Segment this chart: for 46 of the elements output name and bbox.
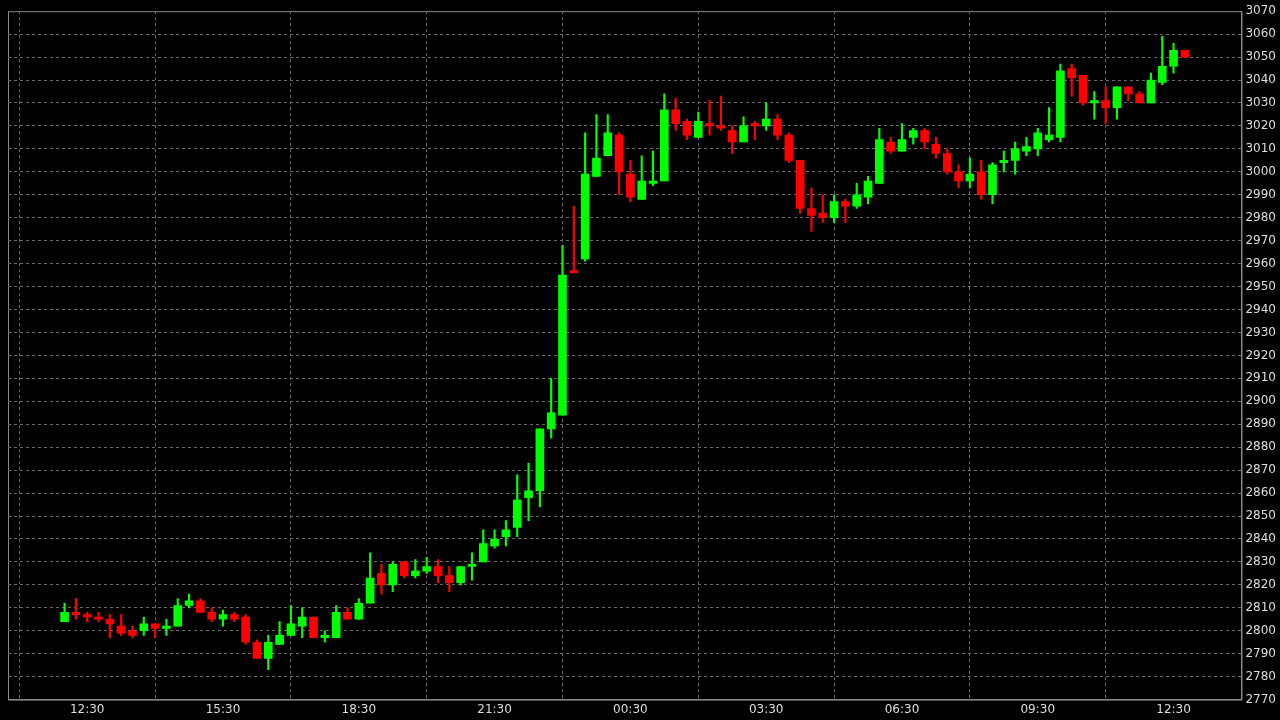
y-tick-label: 2980 [1245, 209, 1277, 224]
candlestick [807, 187, 816, 232]
y-tick-label: 2970 [1245, 232, 1277, 247]
y-tick-label: 2940 [1245, 301, 1277, 316]
y-tick-label: 2840 [1245, 531, 1277, 546]
y-tick-label: 2800 [1245, 622, 1277, 637]
y-tick-label: 2860 [1245, 485, 1277, 500]
x-tick-label: 00:30 [613, 701, 648, 716]
y-tick-label: 3020 [1245, 118, 1277, 133]
y-tick-label: 2830 [1245, 554, 1277, 569]
y-tick-label: 2850 [1245, 508, 1277, 523]
y-tick-label: 2810 [1245, 599, 1277, 614]
y-tick-label: 2910 [1245, 370, 1277, 385]
y-tick-label: 3000 [1245, 163, 1277, 178]
y-tick-label: 3010 [1245, 141, 1277, 156]
y-tick-label: 2790 [1245, 645, 1277, 660]
y-tick-label: 3060 [1245, 26, 1277, 41]
y-tick-label: 2880 [1245, 439, 1277, 454]
y-tick-label: 2960 [1245, 255, 1277, 270]
candlestick [592, 114, 601, 177]
y-tick-label: 2930 [1245, 324, 1277, 339]
y-tick-label: 2920 [1245, 347, 1277, 362]
x-tick-label: 12:30 [1156, 701, 1191, 716]
x-tick-label: 21:30 [477, 701, 512, 716]
x-tick-label: 06:30 [884, 701, 920, 716]
y-tick-label: 2770 [1245, 691, 1277, 706]
y-tick-label: 2820 [1245, 576, 1277, 591]
candlestick [162, 618, 171, 636]
x-tick-label: 09:30 [1020, 701, 1056, 716]
y-tick-label: 2900 [1245, 393, 1277, 408]
y-tick-label: 2990 [1245, 186, 1277, 201]
x-tick-label: 15:30 [205, 701, 241, 716]
y-tick-label: 3050 [1245, 49, 1277, 64]
x-tick-label: 03:30 [748, 701, 784, 716]
x-tick-label: 12:30 [69, 701, 105, 716]
y-tick-label: 2890 [1245, 416, 1277, 431]
y-tick-label: 2950 [1245, 278, 1277, 293]
x-tick-label: 18:30 [341, 701, 377, 716]
y-tick-label: 3030 [1245, 95, 1277, 110]
y-tick-label: 3040 [1245, 72, 1277, 87]
candlestick [1022, 137, 1031, 157]
candlestick [94, 612, 103, 622]
y-tick-label: 3070 [1245, 3, 1277, 18]
y-tick-label: 2780 [1245, 668, 1277, 683]
y-tick-label: 2870 [1245, 462, 1277, 477]
candlestick [524, 462, 533, 521]
